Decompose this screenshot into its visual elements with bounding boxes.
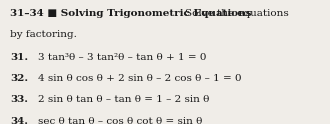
Text: 3 tan³θ – 3 tan²θ – tan θ + 1 = 0: 3 tan³θ – 3 tan²θ – tan θ + 1 = 0	[38, 53, 207, 62]
Text: 34.: 34.	[10, 117, 28, 124]
Text: 31–34 ■ Solving Trigonometric Equations: 31–34 ■ Solving Trigonometric Equations	[10, 9, 251, 18]
Text: sec θ tan θ – cos θ cot θ = sin θ: sec θ tan θ – cos θ cot θ = sin θ	[38, 117, 202, 124]
Text: Solve the equations: Solve the equations	[185, 9, 288, 18]
Text: 32.: 32.	[10, 74, 28, 83]
Text: 31.: 31.	[10, 53, 28, 62]
Text: by factoring.: by factoring.	[10, 30, 77, 39]
Text: 2 sin θ tan θ – tan θ = 1 – 2 sin θ: 2 sin θ tan θ – tan θ = 1 – 2 sin θ	[38, 95, 209, 105]
Text: 4 sin θ cos θ + 2 sin θ – 2 cos θ – 1 = 0: 4 sin θ cos θ + 2 sin θ – 2 cos θ – 1 = …	[38, 74, 242, 83]
Text: 33.: 33.	[10, 95, 28, 105]
